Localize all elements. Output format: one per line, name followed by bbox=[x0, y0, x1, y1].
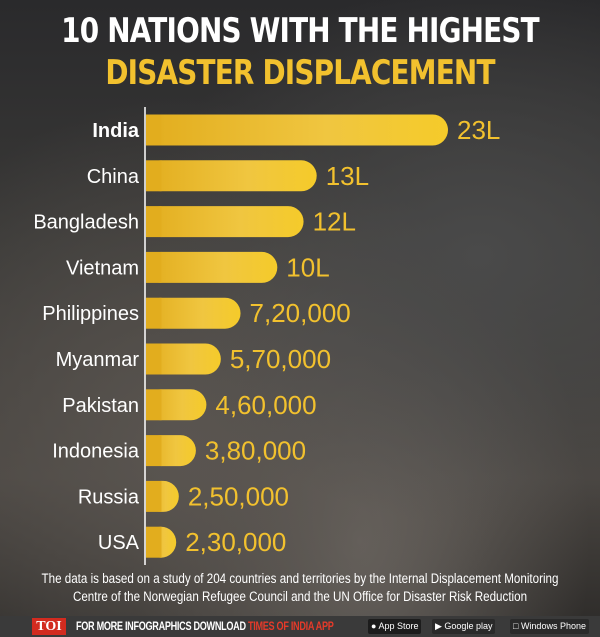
bar-base bbox=[146, 389, 162, 421]
data-label: 7,20,000 bbox=[250, 298, 351, 328]
promo-text: FOR MORE INFOGRAPHICS DOWNLOAD bbox=[76, 619, 246, 633]
data-label: 13L bbox=[326, 161, 369, 191]
windows-phone-label: Windows Phone bbox=[520, 621, 586, 631]
category-label: Vietnam bbox=[66, 257, 139, 279]
toi-logo: TOI bbox=[32, 618, 66, 635]
bar-vietnam bbox=[146, 251, 278, 283]
bar-base bbox=[146, 480, 162, 512]
bar-base bbox=[146, 343, 162, 375]
data-label: 10L bbox=[286, 252, 329, 282]
category-label: Philippines bbox=[42, 303, 139, 325]
bar-myanmar bbox=[146, 343, 221, 375]
footer-bar: TOI FOR MORE INFOGRAPHICS DOWNLOAD TIMES… bbox=[0, 616, 600, 637]
data-label: 23L bbox=[457, 115, 500, 145]
category-label: Myanmar bbox=[56, 349, 140, 371]
bar-bangladesh bbox=[146, 206, 304, 238]
title-line-2: DISASTER DISPLACEMENT bbox=[105, 53, 495, 93]
category-label: Bangladesh bbox=[33, 212, 139, 234]
data-label: 3,80,000 bbox=[205, 436, 306, 466]
data-label: 2,50,000 bbox=[188, 481, 289, 511]
category-label: China bbox=[87, 166, 140, 188]
data-label: 2,30,000 bbox=[185, 527, 286, 557]
data-label: 5,70,000 bbox=[230, 344, 331, 374]
bar-base bbox=[146, 251, 162, 283]
bar-base bbox=[146, 206, 162, 238]
category-label: Indonesia bbox=[52, 441, 140, 463]
title-line-1: 10 NATIONS WITH THE HIGHEST bbox=[61, 11, 539, 51]
bar-chart: India 23L China 13L Bangladesh 12L Vietnam 10L P… bbox=[33, 114, 501, 558]
footnote-line-1: The data is based on a study of 204 coun… bbox=[41, 571, 559, 586]
google-play-badge[interactable]: ▶ Google play bbox=[432, 619, 496, 634]
bar-philippines bbox=[146, 297, 241, 329]
google-play-label: Google play bbox=[444, 621, 493, 631]
app-store-badge[interactable]: ● App Store bbox=[368, 619, 422, 634]
bar-base bbox=[146, 297, 162, 329]
bar-india bbox=[146, 114, 448, 146]
category-label: USA bbox=[98, 532, 140, 554]
data-label: 12L bbox=[313, 207, 356, 237]
bar-base bbox=[146, 160, 162, 192]
footnote-line-2: Centre of the Norwegian Refugee Council … bbox=[72, 589, 528, 604]
bar-base bbox=[146, 114, 162, 146]
bar-base bbox=[146, 526, 162, 558]
app-name: TIMES OF INDIA APP bbox=[247, 619, 334, 633]
windows-phone-badge[interactable]: □ Windows Phone bbox=[510, 619, 589, 634]
category-label: India bbox=[92, 120, 140, 142]
bar-china bbox=[146, 160, 317, 192]
category-label: Russia bbox=[78, 486, 140, 508]
category-label: Pakistan bbox=[62, 395, 139, 417]
app-store-label: App Store bbox=[378, 621, 419, 631]
bar-base bbox=[146, 435, 162, 467]
footer-promo: FOR MORE INFOGRAPHICS DOWNLOAD TIMES OF … bbox=[76, 619, 334, 634]
data-label: 4,60,000 bbox=[215, 390, 316, 420]
